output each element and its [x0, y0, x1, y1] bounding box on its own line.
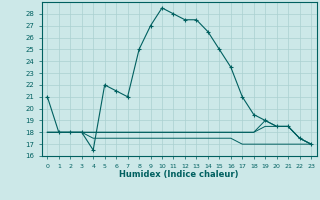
X-axis label: Humidex (Indice chaleur): Humidex (Indice chaleur): [119, 170, 239, 179]
